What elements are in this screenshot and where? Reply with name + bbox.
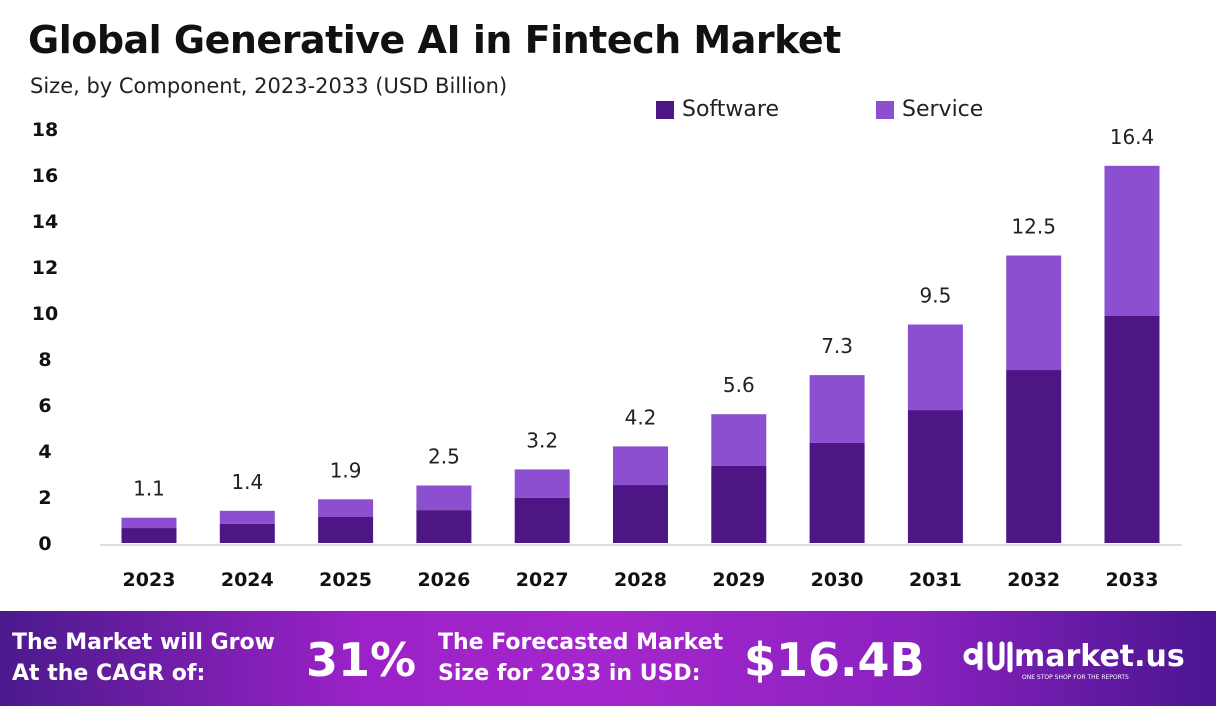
bar-software-2030 <box>809 442 865 543</box>
bar-software-2032 <box>1006 370 1062 543</box>
x-tick-label: 2029 <box>712 569 765 591</box>
y-tick-label: 14 <box>32 211 58 233</box>
logo-icon <box>963 641 1013 673</box>
bar-software-2033 <box>1104 315 1160 543</box>
y-tick-label: 6 <box>38 395 51 417</box>
bar-service-2023 <box>121 517 177 529</box>
y-tick-label: 16 <box>32 165 58 187</box>
bar-service-2024 <box>219 510 275 524</box>
data-label-total: 2.5 <box>428 445 460 469</box>
data-label-total: 3.2 <box>526 428 558 452</box>
data-label-total: 7.3 <box>821 334 853 358</box>
data-label-total: 9.5 <box>919 284 951 308</box>
bar-software-2023 <box>121 528 177 543</box>
x-tick-label: 2028 <box>614 569 667 591</box>
cagr-value: 31% <box>306 633 417 687</box>
y-tick-label: 12 <box>32 257 58 279</box>
x-tick-label: 2025 <box>319 569 372 591</box>
legend-label: Service <box>902 97 984 122</box>
bar-service-2028 <box>613 446 668 486</box>
forecast-label: The Forecasted Market Size for 2033 in US… <box>438 630 724 686</box>
cagr-label: The Market will Grow At the CAGR of: <box>12 630 275 686</box>
bar-software-2028 <box>613 485 668 543</box>
bar-service-2033 <box>1104 165 1160 316</box>
forecast-value: $16.4B <box>744 633 925 687</box>
x-tick-label: 2027 <box>516 569 569 591</box>
data-label-total: 1.1 <box>133 477 165 501</box>
data-label-total: 1.9 <box>330 458 362 482</box>
bar-software-2031 <box>907 410 963 543</box>
y-tick-label: 4 <box>38 441 51 463</box>
data-label-total: 5.6 <box>723 373 755 397</box>
y-tick-label: 2 <box>38 487 51 509</box>
y-tick-label: 18 <box>32 119 58 141</box>
data-label-total: 12.5 <box>1011 215 1056 239</box>
bar-software-2027 <box>514 497 570 543</box>
bar-service-2031 <box>907 324 963 411</box>
chart-subtitle: Size, by Component, 2023-2033 (USD Billi… <box>30 74 508 98</box>
footer-banner: The Market will Grow At the CAGR of: 31% … <box>0 611 1216 706</box>
x-tick-label: 2033 <box>1106 569 1159 591</box>
bar-service-2029 <box>711 414 767 466</box>
legend-service: Service <box>876 97 983 122</box>
x-tick-label: 2032 <box>1007 569 1060 591</box>
bar-service-2032 <box>1006 255 1062 371</box>
x-tick-label: 2026 <box>417 569 470 591</box>
bar-software-2026 <box>416 510 472 543</box>
y-tick-label: 8 <box>38 349 51 371</box>
bar-software-2025 <box>318 517 374 543</box>
legend-label: Software <box>682 97 779 122</box>
data-label-total: 16.4 <box>1110 125 1155 149</box>
chart-title: Global Generative AI in Fintech Market <box>28 18 841 62</box>
bar-software-2024 <box>219 523 275 543</box>
bar-service-2027 <box>514 469 570 498</box>
legend-swatch-software <box>656 100 674 119</box>
market-us-logo: market.us ONE STOP SHOP FOR THE REPORTS <box>960 636 1185 681</box>
y-tick-label: 10 <box>32 303 58 325</box>
x-tick-label: 2023 <box>123 569 176 591</box>
bar-service-2030 <box>809 375 865 443</box>
x-tick-label: 2031 <box>909 569 962 591</box>
bar-service-2025 <box>318 499 374 518</box>
chart-area: 0 2 4 6 8 10 12 14 16 18 1.1 2023 1.4 2024 1.9 2025 2.5 2… <box>32 119 1182 591</box>
bar-software-2029 <box>711 465 767 543</box>
bar-service-2026 <box>416 485 472 511</box>
legend-software: Software <box>656 97 779 122</box>
x-tick-label: 2024 <box>221 569 274 591</box>
data-label-total: 1.4 <box>231 470 263 494</box>
x-tick-label: 2030 <box>811 569 864 591</box>
data-label-total: 4.2 <box>625 405 657 429</box>
legend-swatch-service <box>876 100 894 119</box>
y-tick-label: 0 <box>38 533 51 555</box>
